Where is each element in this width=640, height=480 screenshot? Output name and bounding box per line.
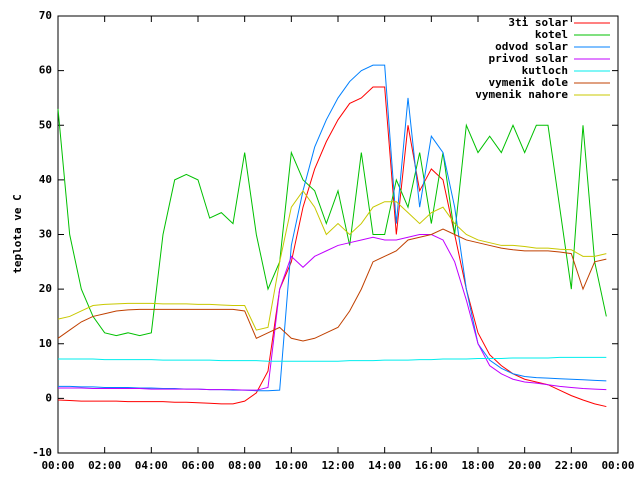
y-tick-label: 10 [39,337,52,350]
y-tick-label: 0 [45,391,52,404]
series-line [57,228,607,342]
y-tick-label: 60 [39,64,52,77]
x-tick-label: 20:00 [508,459,541,472]
legend-label: kotel [535,28,568,41]
x-tick-label: 16:00 [415,459,448,472]
x-tick-label: 00:00 [41,459,74,472]
x-tick-label: 02:00 [88,459,121,472]
y-tick-label: 20 [39,282,52,295]
series-line [58,234,607,391]
x-tick-label: 04:00 [135,459,168,472]
legend-label: privod solar [489,52,569,65]
y-axis-label: teplota ve C [11,194,24,273]
legend-label: 3ti solar [508,16,568,29]
y-tick-label: 70 [39,9,52,22]
x-tick-label: 12:00 [321,459,354,472]
x-tick-label: 08:00 [228,459,261,472]
legend-label: odvod solar [495,40,568,53]
legend-label: vymenik nahore [475,88,568,101]
x-tick-label: 10:00 [275,459,308,472]
y-tick-label: 30 [39,228,52,241]
series-line [58,356,607,362]
series-line [58,64,607,392]
series-line [57,189,607,331]
x-tick-label: 22:00 [555,459,588,472]
x-tick-label: 18:00 [461,459,494,472]
y-tick-label: -10 [32,446,52,459]
y-tick-label: 50 [39,118,52,131]
y-tick-label: 40 [39,173,52,186]
legend-label: vymenik dole [489,76,569,89]
series-line [57,108,607,337]
legend-label: kutloch [522,64,568,77]
x-tick-label: 06:00 [181,459,214,472]
x-tick-label: 00:00 [601,459,634,472]
x-tick-label: 14:00 [368,459,401,472]
